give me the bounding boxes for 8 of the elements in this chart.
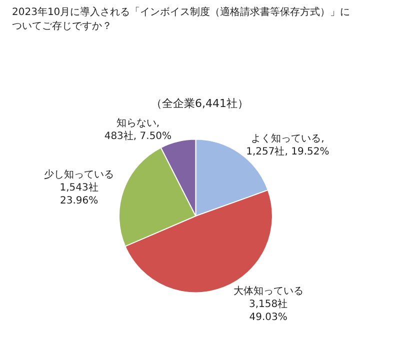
data-label: 1,543社 23.96% [60, 182, 98, 207]
slice-label: 少し知っている [44, 168, 114, 181]
chart-title: 2023年10月に導入される「インボイス制度（適格請求書等保存方式）」についてご存じですか？ [12, 6, 352, 33]
chart-subtitle: （全企業6,441社） [151, 97, 248, 110]
slice-label: 大体知っている [233, 284, 304, 297]
data-label: 3,158社 49.03% [249, 298, 288, 323]
slice-label: 知らない, 483社, 7.50% [104, 117, 172, 142]
slice-label: よく知っている, 1,257社, 19.52% [246, 132, 330, 158]
